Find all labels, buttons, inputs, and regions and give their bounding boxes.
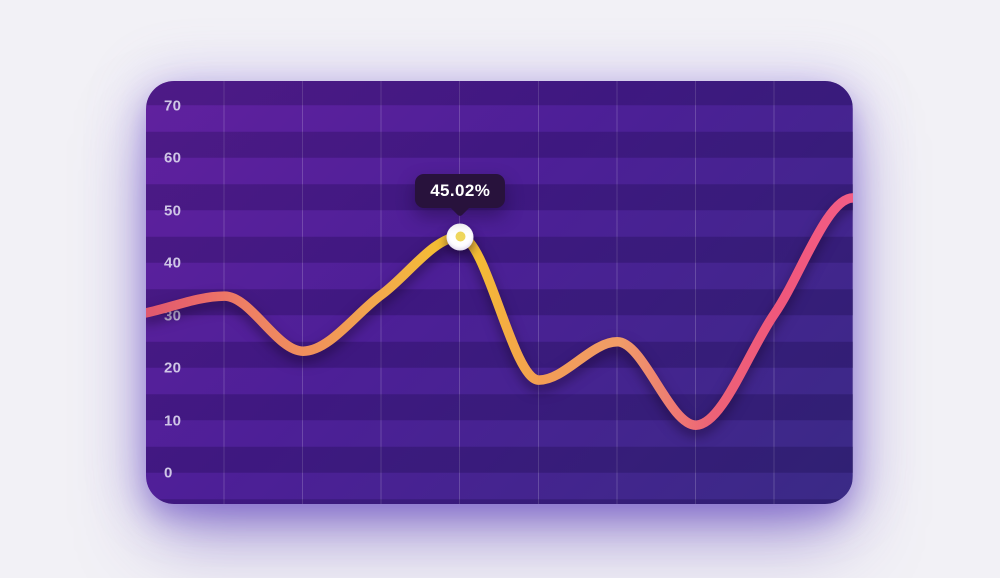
chart-line <box>146 193 853 430</box>
y-axis-label: 50 <box>164 202 182 219</box>
y-axis-label: 0 <box>164 464 173 482</box>
chart-plot-area[interactable] <box>146 81 853 504</box>
marker-dot <box>455 231 466 242</box>
tooltip: 45.02% <box>415 173 506 217</box>
data-point-marker[interactable] <box>446 223 474 251</box>
y-axis-label: 70 <box>164 97 182 114</box>
y-axis-label: 10 <box>164 412 182 429</box>
chart-card: 70 60 50 40 30 20 10 0 45.02% <box>146 81 853 504</box>
y-axis-label: 20 <box>164 359 182 377</box>
tooltip-value: 45.02% <box>430 180 491 200</box>
y-axis-label: 60 <box>164 149 182 167</box>
y-axis: 70 60 50 40 30 20 10 0 <box>146 81 853 504</box>
y-axis-label: 40 <box>164 254 182 272</box>
